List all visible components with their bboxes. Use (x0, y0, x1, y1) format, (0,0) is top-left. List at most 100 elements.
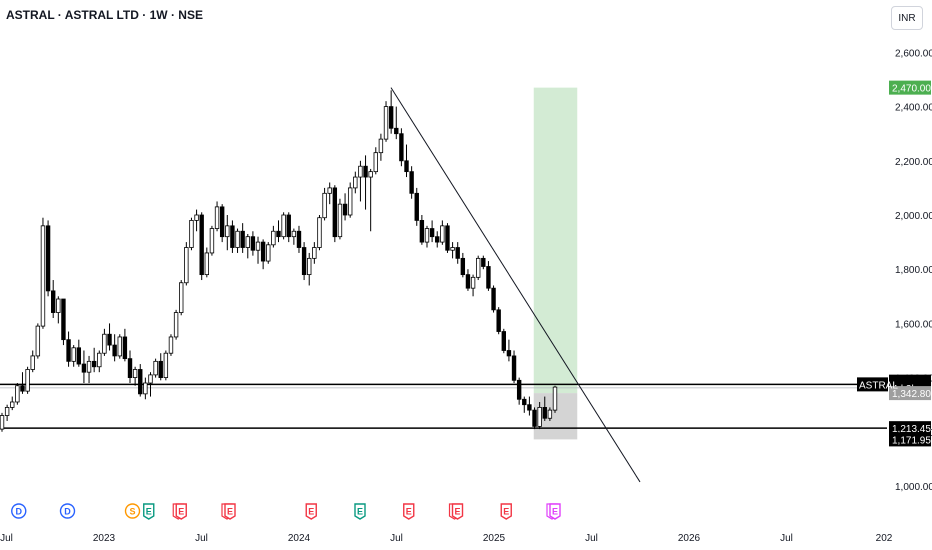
candle-body (460, 257, 466, 276)
event-marker: E (500, 503, 512, 520)
candle-body (342, 203, 348, 216)
target-zone (533, 87, 578, 394)
y-tick-label: 1,000.00 (895, 482, 932, 493)
event-letter: E (308, 507, 314, 517)
event-shield (451, 503, 464, 520)
x-tick-label: 2026 (678, 533, 701, 544)
candle-body (511, 355, 517, 381)
x-tick-label: 2023 (93, 533, 116, 544)
candle-body (81, 363, 87, 373)
x-tick-label: Jul (585, 533, 598, 544)
candle-body (496, 309, 501, 332)
candle-body (148, 374, 153, 384)
candle-body (97, 352, 102, 368)
symbol-tag-bg (857, 377, 888, 392)
candle-body (189, 220, 194, 248)
symbol-label: ASTRAL (6, 8, 55, 22)
symbol-tag: ASTRAL (859, 380, 898, 391)
candle-body (353, 176, 358, 189)
candle-body (327, 187, 332, 194)
event-letter: S (129, 507, 135, 517)
y-tick-label: 1,800.00 (895, 265, 932, 276)
candle-body (127, 358, 133, 379)
candle-body (491, 287, 496, 311)
candle-body (153, 360, 158, 376)
candle-body (138, 369, 143, 395)
candle-body (132, 369, 138, 379)
chart-title: ASTRAL · ASTRAL LTD · 1W · NSE (6, 8, 203, 22)
candle-body (394, 127, 399, 135)
candle-body (373, 152, 378, 173)
candle-body (450, 247, 455, 251)
price-label: 1,213.45 (892, 424, 931, 435)
x-tick-label: 2024 (288, 533, 311, 544)
event-letter: E (503, 507, 509, 517)
candle-body (440, 225, 445, 243)
price-label-bg (889, 421, 931, 436)
x-tick-label: 2025 (483, 533, 506, 544)
candle-body (317, 217, 322, 248)
candle-body (429, 228, 435, 238)
event-marker: E (305, 503, 317, 520)
candle-body (173, 312, 179, 338)
candle-body (45, 225, 51, 292)
candle-body (368, 171, 373, 178)
candle-body (399, 133, 404, 162)
event-circle (59, 503, 76, 519)
y-tick-label: 2,400.00 (895, 103, 932, 114)
candle-body (15, 385, 20, 403)
candle-body (486, 266, 491, 289)
event-shield (224, 503, 236, 520)
candle-body (383, 106, 389, 140)
y-tick-label: 2,200.00 (895, 157, 932, 168)
candle-body (552, 386, 558, 411)
event-letter: E (227, 507, 233, 517)
event-marker: E (172, 503, 187, 520)
event-marker: E (221, 503, 236, 520)
event-marker: E (546, 503, 561, 520)
candle-body (312, 247, 317, 259)
candle-body (107, 333, 112, 346)
candle-body (122, 336, 128, 360)
y-tick-label: 1,600.00 (895, 319, 932, 330)
candle-body (255, 241, 261, 251)
x-tick-label: Jul (390, 533, 403, 544)
candle-body (435, 236, 440, 243)
candle-body (414, 192, 419, 221)
price-label-bg (889, 386, 931, 401)
x-tick-label: 202 (876, 533, 893, 544)
candle-body (347, 187, 353, 216)
candle-body (225, 225, 230, 238)
candle-body (184, 247, 189, 284)
event-letter: E (454, 507, 460, 517)
candle-body (0, 415, 5, 430)
candle-body (40, 225, 46, 327)
candle-body (286, 214, 291, 238)
candle-body (337, 203, 343, 238)
event-marker: E (403, 503, 415, 520)
candle-body (20, 385, 25, 392)
candle-body (501, 331, 506, 351)
event-shield (354, 503, 366, 520)
candle-body (301, 247, 307, 276)
candle-body (91, 360, 97, 368)
event-marker: S (124, 503, 141, 519)
price-label-bg (889, 432, 931, 447)
exchange-label: NSE (178, 8, 203, 22)
candle-body (542, 407, 547, 419)
candle-body (455, 247, 460, 259)
candle-body (516, 379, 522, 400)
candle-body (143, 382, 148, 395)
event-shield (403, 503, 415, 520)
candle-body (86, 360, 92, 373)
candle-body (230, 225, 235, 248)
candle-body (56, 298, 61, 313)
event-shield (305, 503, 317, 520)
price-label: 1,342.80 (892, 389, 931, 400)
trendline (390, 87, 641, 483)
currency-button[interactable]: INR (891, 6, 923, 30)
candle-body (30, 355, 35, 370)
x-tick-label: Jul (0, 533, 13, 544)
candle-body (296, 230, 302, 248)
